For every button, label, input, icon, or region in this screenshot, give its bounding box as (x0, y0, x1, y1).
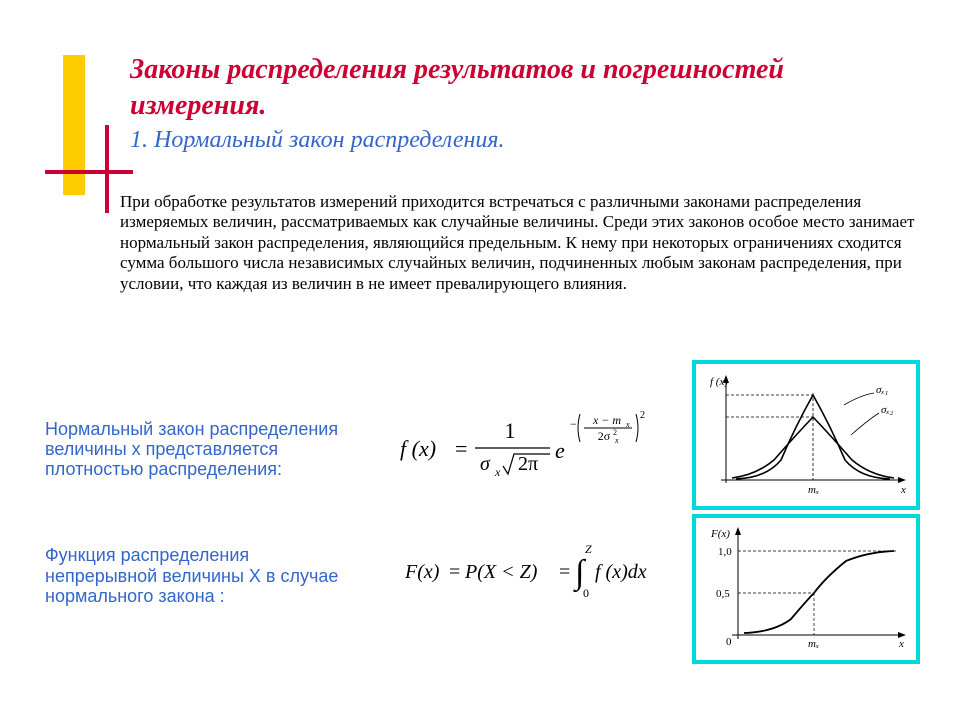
cdf-ytick-05: 0,5 (716, 588, 730, 600)
svg-text:F(x): F(x) (405, 561, 440, 583)
pdf-y-label: f (x) (710, 376, 728, 388)
svg-text:x: x (614, 436, 619, 445)
svg-text:x − m: x − m (592, 413, 621, 427)
svg-text:Z: Z (585, 542, 592, 556)
svg-text:P(X < Z): P(X < Z) (464, 561, 538, 583)
cdf-x-label: x (898, 638, 904, 650)
svg-text:=: = (559, 561, 570, 583)
svg-text:σ: σ (480, 453, 491, 475)
svg-text:e: e (555, 438, 565, 463)
density-formula: f (x) = 1 σ x 2π e − 2 x − m x 2σ x 2 (400, 408, 680, 488)
svg-text:1: 1 (505, 418, 516, 443)
pdf-sigma1-label: σₓ₁ (876, 384, 889, 396)
svg-text:0: 0 (583, 586, 589, 600)
cdf-y-label: F(x) (710, 528, 730, 540)
cdf-mean-label: mₓ (808, 638, 819, 650)
cdf-ytick-0: 0 (726, 636, 732, 648)
density-lead-text: Нормальный закон распределения величины … (45, 420, 350, 479)
svg-text:=: = (455, 436, 467, 461)
svg-text:x: x (494, 465, 501, 479)
cdf-lead-text: Функция распределения непрерывной величи… (45, 545, 365, 607)
svg-text:2: 2 (640, 410, 645, 421)
svg-text:f (x): f (x) (400, 436, 436, 461)
pdf-sigma2-label: σₓ₂ (881, 404, 894, 416)
decor-red-vertical (105, 125, 109, 213)
svg-text:2σ: 2σ (598, 429, 611, 443)
body-paragraph: При обработке результатов измерений прих… (120, 192, 920, 294)
svg-text:2π: 2π (518, 453, 538, 475)
svg-text:−: − (570, 417, 577, 431)
cdf-chart-frame: F(x) x 1,0 0,5 0 mₓ (692, 514, 920, 664)
cdf-ytick-1: 1,0 (718, 546, 732, 558)
pdf-chart-frame: f (x) x mₓ σₓ₁ σₓ₂ (692, 360, 920, 510)
title-block: Законы распределения результатов и погре… (130, 52, 910, 154)
pdf-x-label: x (900, 484, 906, 496)
cdf-formula: F(x) = P(X < Z) = ∫ Z 0 f (x)dx (405, 540, 655, 600)
svg-text:=: = (449, 561, 460, 583)
svg-text:f (x)dx: f (x)dx (595, 561, 647, 583)
page-title: Законы распределения результатов и погре… (130, 52, 910, 125)
cdf-chart: F(x) x 1,0 0,5 0 mₓ (696, 518, 916, 660)
pdf-chart: f (x) x mₓ σₓ₁ σₓ₂ (696, 364, 916, 506)
decor-red-horizontal (45, 170, 133, 174)
svg-text:2: 2 (613, 428, 617, 437)
page-subtitle: 1. Нормальный закон распределения. (130, 127, 910, 154)
decor-yellow-bar (63, 55, 85, 195)
pdf-mean-label: mₓ (808, 484, 819, 496)
